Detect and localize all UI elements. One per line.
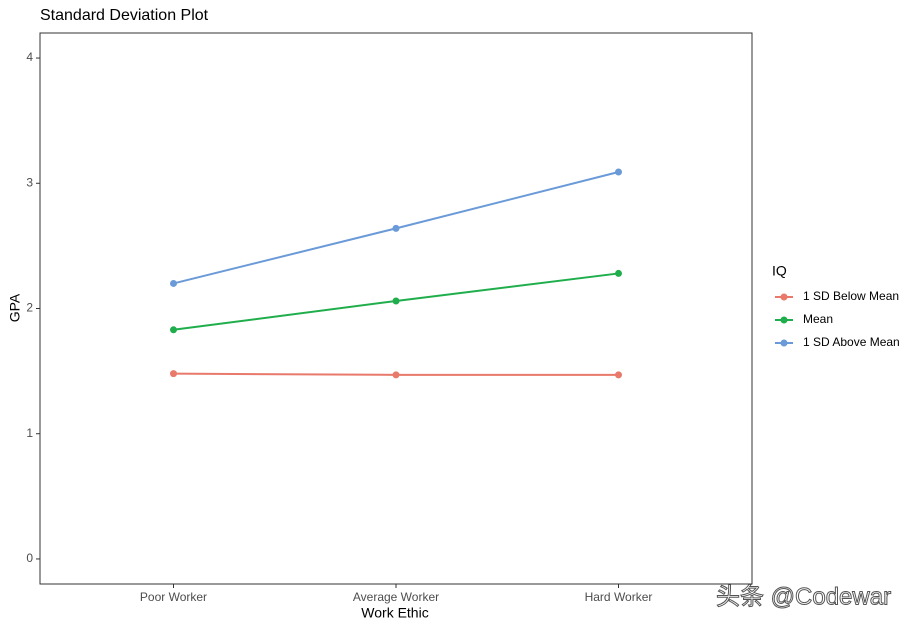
x-tick-label: Poor Worker (140, 590, 207, 604)
y-tick-label: 3 (26, 175, 33, 189)
x-tick-label: Hard Worker (585, 590, 653, 604)
data-point (392, 224, 400, 232)
data-point (615, 269, 622, 277)
y-tick-label: 2 (26, 301, 33, 315)
y-axis-label: GPA (7, 293, 23, 322)
plot-panel (39, 32, 753, 585)
y-tick-label: 4 (26, 50, 33, 64)
data-point (170, 279, 177, 287)
data-point (392, 371, 400, 379)
data-point (392, 297, 400, 305)
watermark: 头条 @Codewar (716, 583, 891, 610)
legend-marker (780, 293, 788, 301)
legend-label: Mean (803, 312, 833, 326)
chart-title: Standard Deviation Plot (40, 7, 209, 24)
data-point (170, 326, 177, 334)
legend-marker (780, 339, 788, 347)
legend-label: 1 SD Below Mean (803, 289, 899, 303)
data-point (615, 168, 622, 176)
y-tick-label: 1 (26, 426, 33, 440)
legend-title: IQ (772, 263, 787, 279)
x-tick-label: Average Worker (353, 590, 439, 604)
legend-marker (780, 316, 788, 324)
x-axis-label: Work Ethic (361, 605, 428, 621)
data-point (170, 370, 177, 378)
legend-label: 1 SD Above Mean (803, 335, 900, 349)
y-tick-label: 0 (26, 551, 33, 565)
data-point (615, 371, 622, 379)
